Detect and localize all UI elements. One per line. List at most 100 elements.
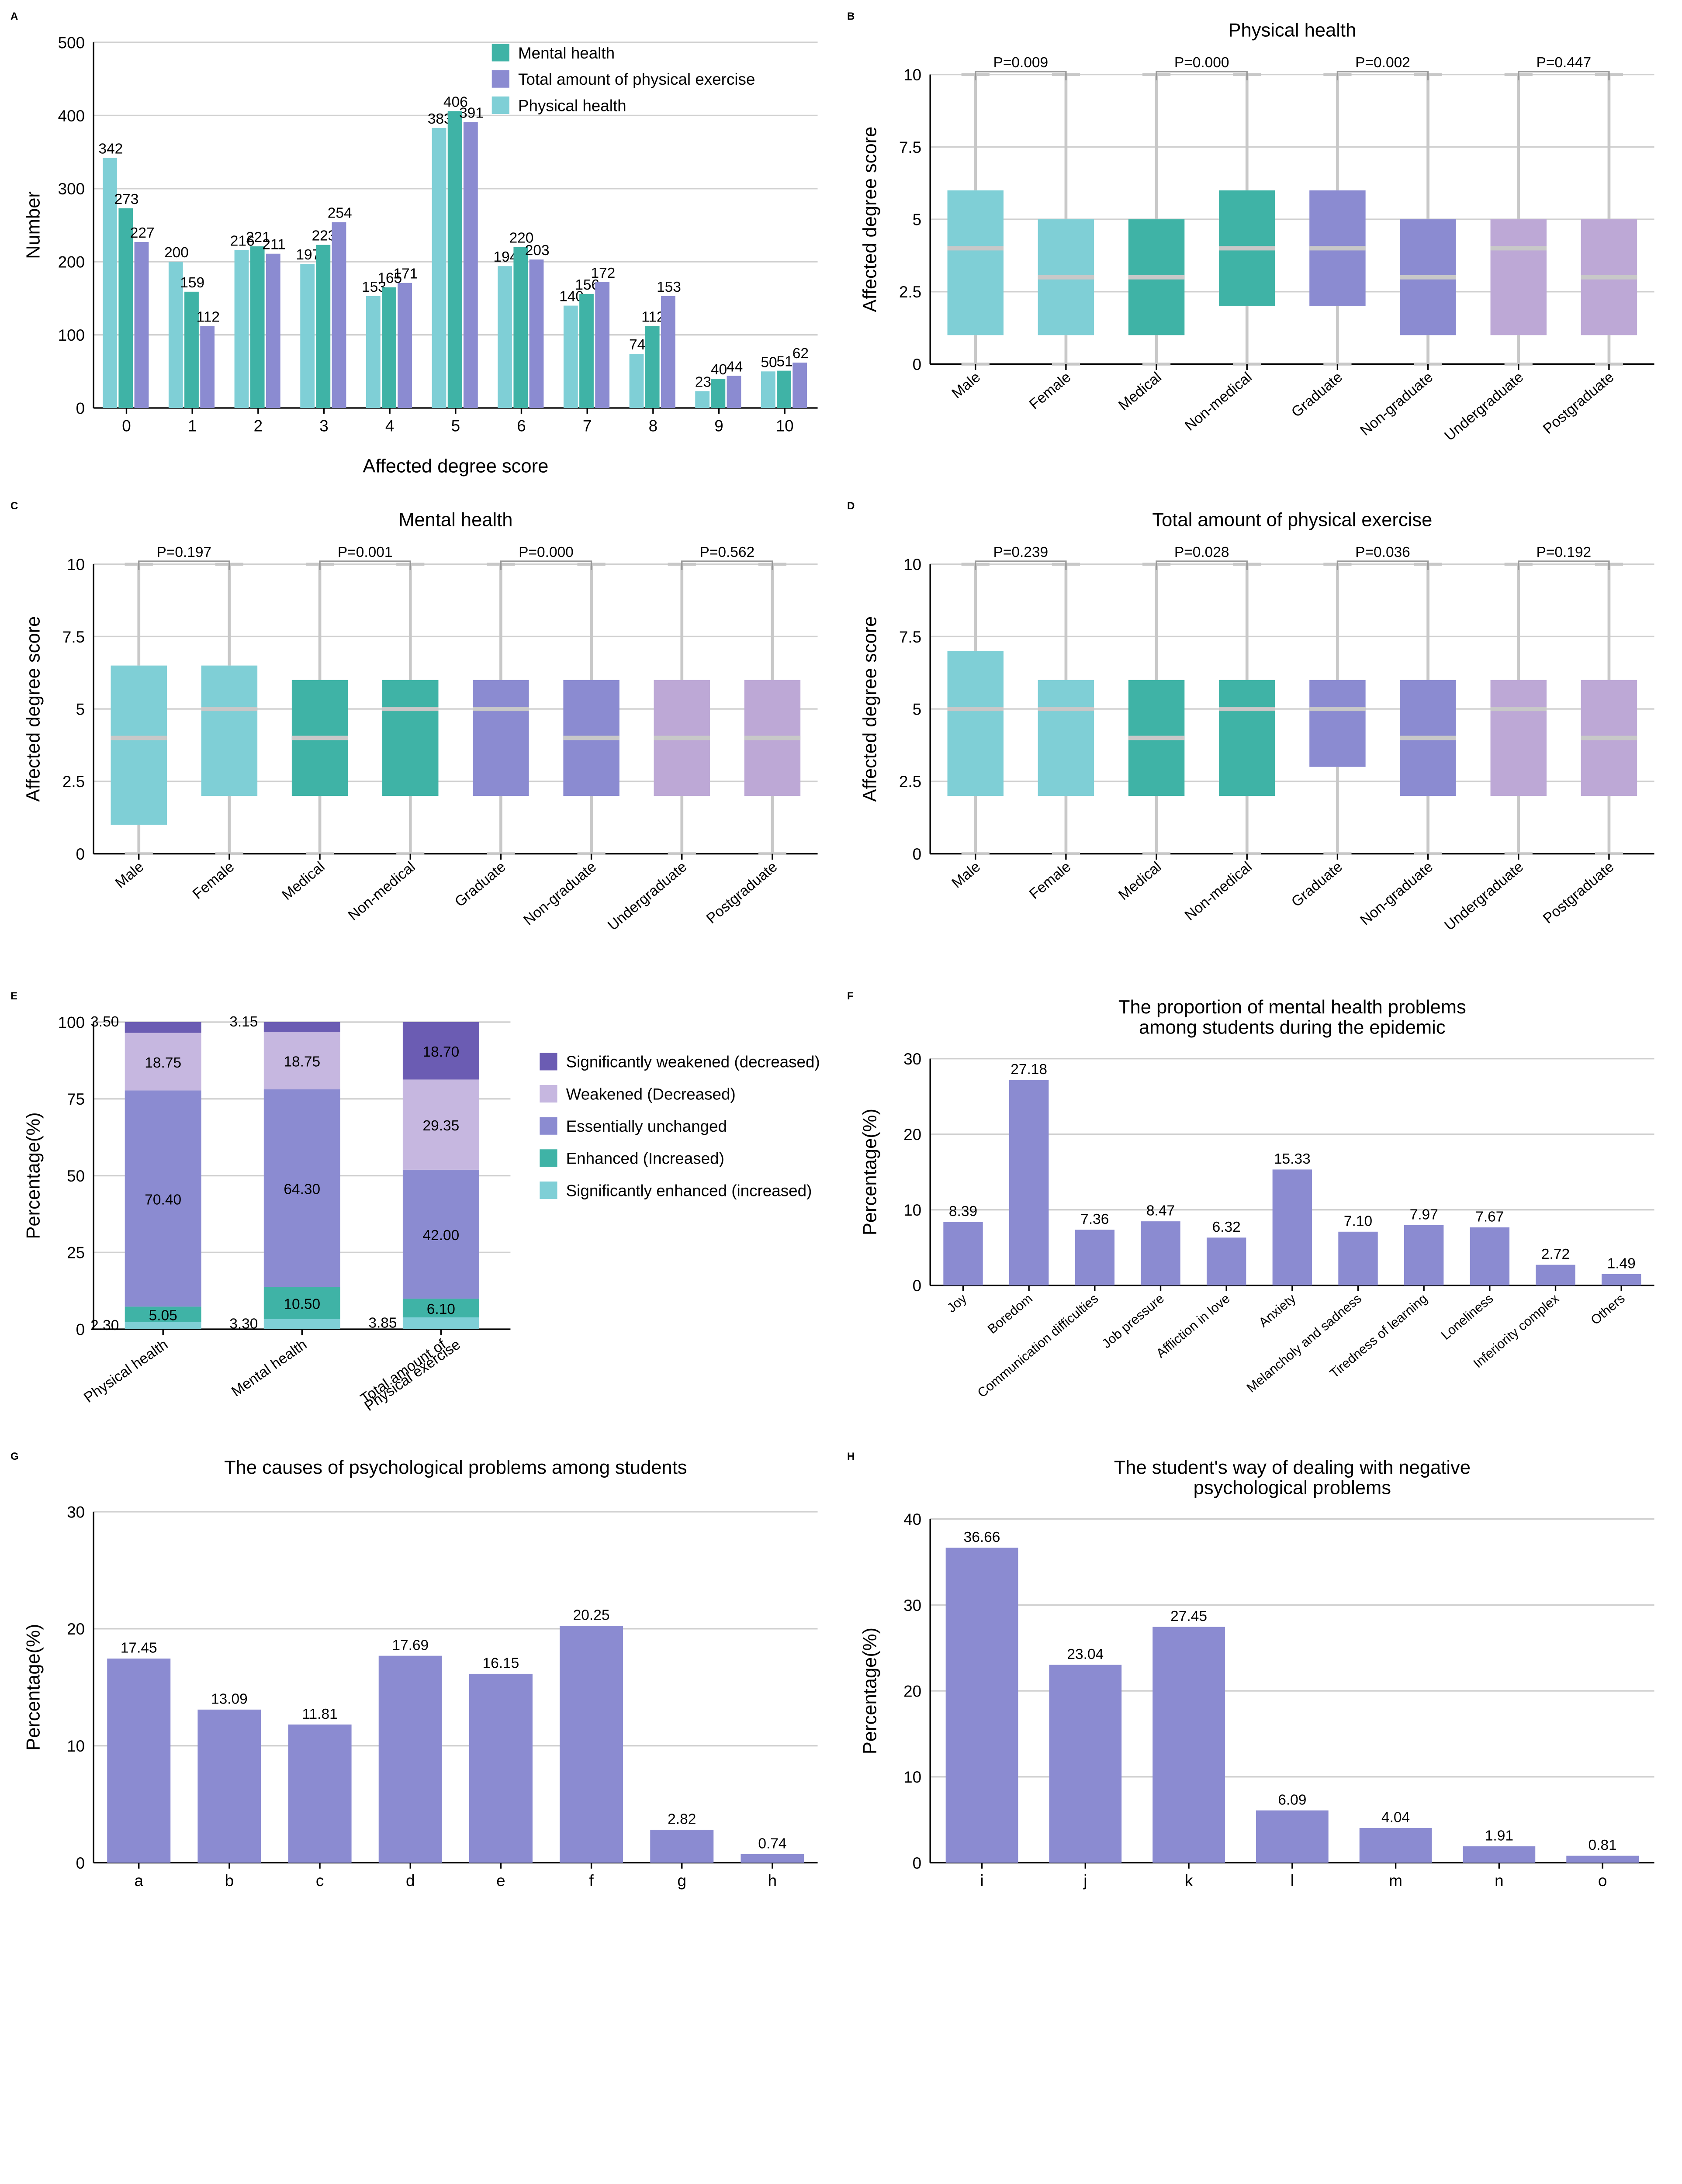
bar-value: 7.10 bbox=[1344, 1213, 1372, 1229]
x-tick-label: b bbox=[225, 1872, 234, 1890]
svg-text:10: 10 bbox=[67, 556, 85, 574]
x-tick-label: Anxiety bbox=[1256, 1291, 1298, 1330]
svg-text:7.5: 7.5 bbox=[899, 628, 921, 646]
svg-text:0: 0 bbox=[913, 1854, 921, 1872]
bar bbox=[1207, 1237, 1246, 1285]
y-axis-label: Percentage(%) bbox=[23, 1624, 44, 1751]
svg-text:10: 10 bbox=[903, 1768, 921, 1786]
bar-value: 159 bbox=[180, 275, 204, 291]
x-tick-label: 10 bbox=[776, 417, 794, 435]
segment-value: 70.40 bbox=[145, 1192, 181, 1208]
bar bbox=[332, 222, 346, 408]
bar bbox=[777, 371, 791, 408]
svg-text:7.5: 7.5 bbox=[899, 138, 921, 156]
bar-value: 62 bbox=[793, 346, 809, 362]
segment-value: 3.50 bbox=[90, 1014, 119, 1030]
x-tick-label: c bbox=[316, 1872, 324, 1890]
x-tick-label: Graduate bbox=[1288, 859, 1346, 910]
bar-value: 27.18 bbox=[1011, 1061, 1047, 1078]
panel-letter: B bbox=[847, 10, 855, 23]
svg-text:0: 0 bbox=[76, 1320, 85, 1338]
segment-value: 29.35 bbox=[422, 1118, 459, 1134]
box bbox=[111, 666, 167, 825]
bar-value: 51 bbox=[777, 354, 793, 370]
legend-swatch bbox=[540, 1053, 557, 1070]
bar-value: 27.45 bbox=[1170, 1608, 1207, 1624]
legend-swatch bbox=[540, 1085, 557, 1102]
bar bbox=[1404, 1225, 1443, 1286]
svg-text:100: 100 bbox=[58, 1013, 85, 1031]
chart-title: The causes of psychological problems amo… bbox=[224, 1457, 687, 1478]
bar bbox=[266, 254, 280, 408]
bar-value: 391 bbox=[459, 105, 484, 121]
x-tick-label: Female bbox=[190, 859, 237, 902]
panel-letter: F bbox=[847, 990, 854, 1002]
x-tick-label: d bbox=[406, 1872, 415, 1890]
p-value: P=0.028 bbox=[1174, 544, 1229, 560]
stack-segment bbox=[403, 1317, 479, 1329]
bar bbox=[727, 376, 741, 408]
svg-text:0: 0 bbox=[76, 1854, 85, 1872]
x-tick-label: Graduate bbox=[452, 859, 509, 910]
bar-value: 342 bbox=[98, 141, 123, 157]
x-tick-label: Loneliness bbox=[1439, 1291, 1496, 1343]
svg-text:20: 20 bbox=[67, 1620, 85, 1638]
bar bbox=[1256, 1811, 1329, 1863]
box bbox=[473, 680, 529, 796]
bar bbox=[564, 306, 578, 408]
x-tick-label: 9 bbox=[714, 417, 723, 435]
svg-text:200: 200 bbox=[58, 253, 85, 271]
p-value: P=0.197 bbox=[157, 544, 212, 560]
bar-value: 16.15 bbox=[483, 1655, 519, 1672]
x-axis-label: Affected degree score bbox=[363, 456, 548, 477]
bar-value: 172 bbox=[591, 265, 615, 281]
svg-text:0: 0 bbox=[913, 356, 921, 373]
bar bbox=[464, 122, 478, 408]
bar bbox=[630, 354, 644, 408]
x-tick-label: Job pressure bbox=[1099, 1291, 1167, 1351]
svg-text:5: 5 bbox=[913, 211, 921, 228]
chart-title: Total amount of physical exercise bbox=[1152, 510, 1432, 531]
legend-label: Significantly enhanced (increased) bbox=[566, 1182, 812, 1199]
bar-value: 254 bbox=[328, 205, 352, 221]
bar-value: 2.82 bbox=[668, 1811, 696, 1828]
x-tick-label: Postgraduate bbox=[1540, 369, 1617, 437]
stack-segment bbox=[264, 1022, 340, 1032]
x-tick-label: e bbox=[496, 1872, 505, 1890]
bar-value: 203 bbox=[525, 242, 550, 259]
bar-value: 7.97 bbox=[1410, 1206, 1438, 1223]
svg-text:10: 10 bbox=[903, 1201, 921, 1219]
panel-c: CMental health02.557.510P=0.197P=0.001P=… bbox=[13, 503, 832, 971]
box bbox=[201, 666, 257, 796]
panel-f: FThe proportion of mental health problem… bbox=[850, 993, 1669, 1431]
bar-value: 13.09 bbox=[211, 1691, 248, 1707]
svg-text:5: 5 bbox=[913, 701, 921, 719]
bar-value: 6.09 bbox=[1278, 1792, 1306, 1808]
svg-text:100: 100 bbox=[58, 326, 85, 344]
legend-label: Enhanced (Increased) bbox=[566, 1150, 724, 1168]
x-tick-label: l bbox=[1291, 1872, 1294, 1890]
y-axis-label: Number bbox=[23, 191, 44, 259]
segment-value: 18.75 bbox=[284, 1054, 320, 1070]
panel-letter: H bbox=[847, 1451, 855, 1463]
bar bbox=[1075, 1230, 1114, 1285]
legend-label: Mental health bbox=[518, 44, 615, 62]
bar-value: 40 bbox=[711, 362, 727, 378]
x-tick-label: Male bbox=[949, 369, 983, 402]
x-tick-label: Undergraduate bbox=[1441, 859, 1526, 934]
bar-value: 50 bbox=[761, 354, 777, 370]
x-tick-label: o bbox=[1598, 1872, 1607, 1890]
x-tick-label: g bbox=[678, 1872, 686, 1890]
segment-value: 6.10 bbox=[427, 1301, 455, 1317]
bar-value: 4.04 bbox=[1381, 1810, 1410, 1826]
svg-text:10: 10 bbox=[903, 66, 921, 84]
bar bbox=[946, 1548, 1018, 1863]
bar-value: 15.33 bbox=[1274, 1151, 1311, 1167]
svg-text:75: 75 bbox=[67, 1090, 85, 1108]
bar bbox=[1338, 1232, 1377, 1286]
legend-label: Total amount of physical exercise bbox=[518, 70, 755, 88]
svg-text:2.5: 2.5 bbox=[899, 283, 921, 301]
bar-value: 227 bbox=[130, 225, 155, 241]
bar bbox=[107, 1659, 170, 1863]
bar-value: 273 bbox=[114, 191, 139, 207]
